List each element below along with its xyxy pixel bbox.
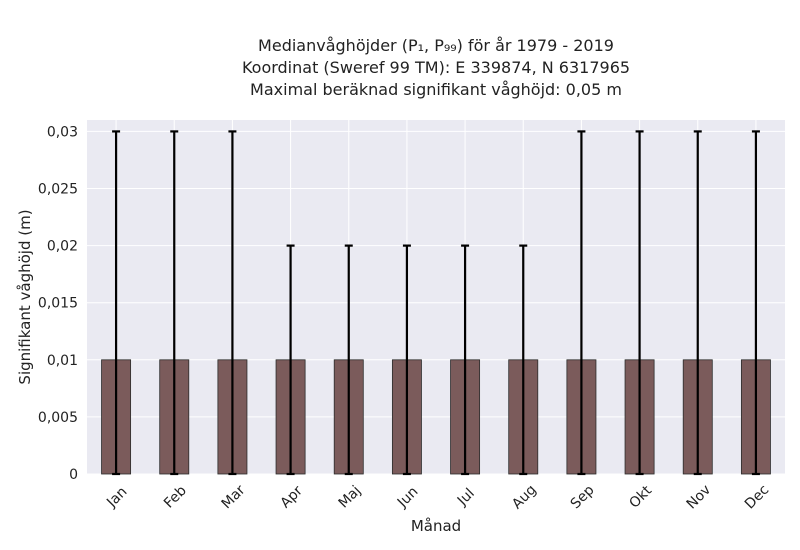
error-bar <box>286 244 295 476</box>
x-tick-label: Aug <box>509 482 540 513</box>
error-bar <box>635 130 644 476</box>
x-tick-label: Jan <box>103 484 130 511</box>
error-bar <box>112 130 121 476</box>
y-tick-label: 0,025 <box>38 182 78 198</box>
chart-title-line-2: Koordinat (Sweref 99 TM): E 339874, N 63… <box>242 58 630 77</box>
x-tick-label: Mar <box>219 482 249 512</box>
x-tick-label: Jul <box>454 486 478 510</box>
plot-area <box>87 120 785 474</box>
y-tick-label: 0,03 <box>47 124 78 140</box>
x-axis-label: Månad <box>411 517 461 535</box>
chart-title-line-3: Maximal beräknad signifikant våghöjd: 0,… <box>250 80 622 99</box>
y-tick-label: 0 <box>69 467 78 483</box>
error-bar <box>228 130 237 476</box>
error-bar <box>461 244 470 476</box>
y-tick-label: 0,015 <box>38 296 78 312</box>
y-tick-label: 0,005 <box>38 410 78 426</box>
x-tick-label: Okt <box>626 482 655 511</box>
x-tick-label: Nov <box>684 482 715 513</box>
x-tick-label: Sep <box>568 482 598 512</box>
error-bar <box>170 130 179 476</box>
error-bar <box>402 244 411 476</box>
chart-title: Medianvåghöjder (P₁, P₉₉) för år 1979 - … <box>242 36 630 99</box>
error-bar <box>693 130 702 476</box>
error-bar <box>519 244 528 476</box>
y-tick-label: 0,02 <box>47 239 78 255</box>
x-tick-label: Maj <box>336 483 365 512</box>
chart-title-line-1: Medianvåghöjder (P₁, P₉₉) för år 1979 - … <box>258 36 614 55</box>
x-tick-label: Dec <box>742 482 772 512</box>
error-bar <box>577 130 586 476</box>
y-tick-label: 0,01 <box>47 353 78 369</box>
error-bars <box>112 130 760 476</box>
x-tick-labels: Jan Feb Mar Apr Maj Jun Jul Aug Sep Okt Nov Dec <box>103 482 772 513</box>
y-axis-label: Signifikant våghöjd (m) <box>16 209 34 384</box>
y-gridlines <box>87 130 785 475</box>
x-tick-label: Feb <box>161 483 190 512</box>
x-tick-label: Apr <box>278 483 307 512</box>
error-bar <box>344 244 353 476</box>
y-tick-labels: 0 0,005 0,01 0,015 0,02 0,025 0,03 <box>38 124 78 483</box>
error-bar <box>751 130 760 476</box>
x-tick-label: Jun <box>394 484 421 511</box>
